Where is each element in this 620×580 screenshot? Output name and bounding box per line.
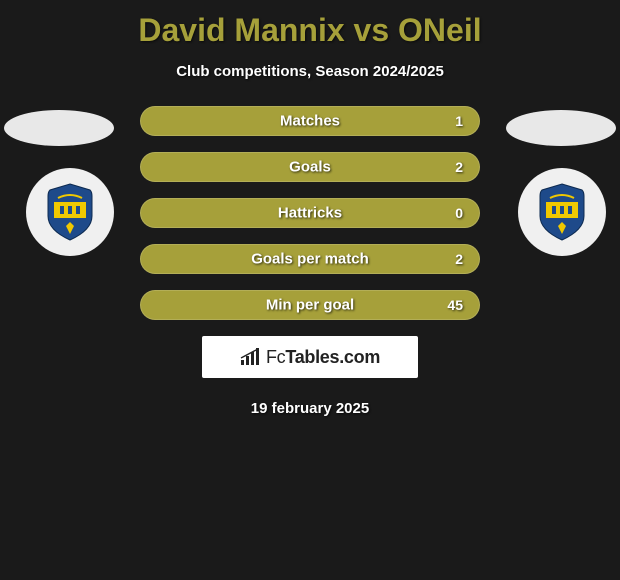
stat-label: Goals per match — [141, 251, 479, 268]
player-oval-left — [4, 110, 114, 146]
stat-bars: Matches1Goals2Hattricks0Goals per match2… — [140, 106, 480, 320]
stat-bar-row: Hattricks0 — [140, 198, 480, 228]
stat-value-right: 0 — [455, 205, 463, 221]
stat-label: Hattricks — [141, 205, 479, 222]
stat-value-right: 2 — [455, 251, 463, 267]
stat-label: Goals — [141, 159, 479, 176]
comparison-date: 19 february 2025 — [0, 400, 620, 417]
stat-value-right: 1 — [455, 113, 463, 129]
stat-value-right: 2 — [455, 159, 463, 175]
bar-chart-icon — [240, 348, 262, 366]
comparison-title: David Mannix vs ONeil — [0, 0, 620, 49]
shield-icon — [44, 182, 96, 242]
stat-label: Matches — [141, 113, 479, 130]
stat-bar-row: Min per goal45 — [140, 290, 480, 320]
stat-label: Min per goal — [141, 297, 479, 314]
player-oval-right — [506, 110, 616, 146]
stat-bar-row: Goals2 — [140, 152, 480, 182]
shield-icon — [536, 182, 588, 242]
club-badge-left — [26, 168, 114, 256]
stat-bar-row: Matches1 — [140, 106, 480, 136]
club-badge-right — [518, 168, 606, 256]
comparison-content: Matches1Goals2Hattricks0Goals per match2… — [0, 106, 620, 417]
fctables-logo: FcTables.com — [202, 336, 418, 378]
logo-text: FcTables.com — [266, 347, 380, 368]
comparison-subtitle: Club competitions, Season 2024/2025 — [0, 63, 620, 80]
stat-value-right: 45 — [447, 297, 463, 313]
stat-bar-row: Goals per match2 — [140, 244, 480, 274]
